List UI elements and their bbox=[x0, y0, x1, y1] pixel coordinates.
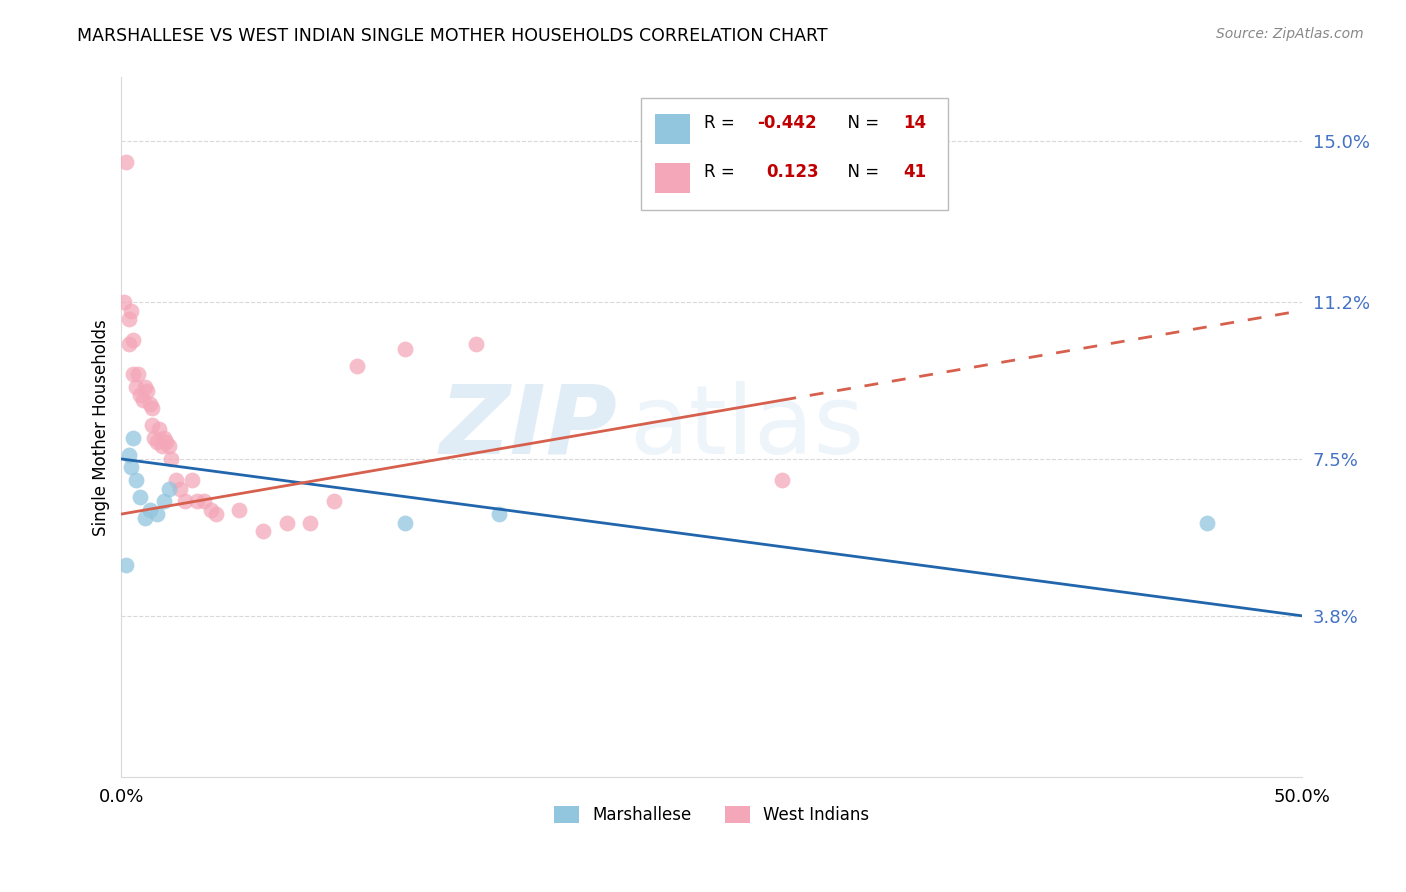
Point bbox=[205, 507, 228, 521]
Point bbox=[228, 503, 250, 517]
Text: atlas: atlas bbox=[628, 381, 865, 474]
Point bbox=[124, 380, 146, 394]
Point bbox=[120, 303, 142, 318]
Point bbox=[122, 333, 145, 347]
Point bbox=[186, 494, 208, 508]
Point bbox=[157, 482, 180, 496]
Point bbox=[134, 511, 156, 525]
Point bbox=[143, 431, 166, 445]
Point bbox=[157, 439, 180, 453]
Text: N =: N = bbox=[837, 163, 884, 181]
Text: N =: N = bbox=[837, 114, 884, 132]
Text: 14: 14 bbox=[903, 114, 927, 132]
Point bbox=[131, 392, 153, 407]
Point bbox=[129, 388, 152, 402]
Bar bbox=[655, 163, 690, 193]
Point bbox=[155, 435, 177, 450]
Point bbox=[488, 507, 510, 521]
Point bbox=[160, 452, 183, 467]
Point bbox=[276, 516, 298, 530]
Text: 41: 41 bbox=[903, 163, 927, 181]
Point bbox=[122, 367, 145, 381]
Text: R =: R = bbox=[704, 163, 745, 181]
Text: ZIP: ZIP bbox=[439, 381, 617, 474]
Point bbox=[153, 431, 176, 445]
Bar bbox=[655, 114, 690, 144]
Point bbox=[129, 490, 152, 504]
Point bbox=[115, 558, 138, 572]
Point bbox=[117, 312, 139, 326]
Point bbox=[394, 342, 416, 356]
Point bbox=[124, 473, 146, 487]
Point bbox=[165, 473, 187, 487]
Point bbox=[200, 503, 222, 517]
Point bbox=[181, 473, 204, 487]
Point bbox=[122, 431, 145, 445]
Point bbox=[112, 295, 135, 310]
Point bbox=[1197, 516, 1219, 530]
Point bbox=[346, 359, 368, 373]
Text: R =: R = bbox=[704, 114, 741, 132]
Point bbox=[770, 473, 793, 487]
Point bbox=[174, 494, 197, 508]
Point bbox=[117, 337, 139, 351]
Point bbox=[146, 435, 169, 450]
Text: Source: ZipAtlas.com: Source: ZipAtlas.com bbox=[1216, 27, 1364, 41]
Point bbox=[299, 516, 322, 530]
Legend: Marshallese, West Indians: Marshallese, West Indians bbox=[554, 806, 869, 824]
Point bbox=[464, 337, 486, 351]
Point bbox=[141, 417, 163, 432]
Y-axis label: Single Mother Households: Single Mother Households bbox=[93, 318, 110, 535]
Point bbox=[394, 516, 416, 530]
Point bbox=[169, 482, 191, 496]
Point bbox=[153, 494, 176, 508]
Point bbox=[322, 494, 344, 508]
Point bbox=[148, 422, 170, 436]
Point bbox=[139, 503, 162, 517]
Point bbox=[117, 448, 139, 462]
Point bbox=[150, 439, 173, 453]
Point bbox=[252, 524, 274, 538]
Point bbox=[127, 367, 149, 381]
Text: MARSHALLESE VS WEST INDIAN SINGLE MOTHER HOUSEHOLDS CORRELATION CHART: MARSHALLESE VS WEST INDIAN SINGLE MOTHER… bbox=[77, 27, 828, 45]
Point bbox=[134, 380, 156, 394]
Text: -0.442: -0.442 bbox=[758, 114, 817, 132]
Point bbox=[146, 507, 169, 521]
Point bbox=[139, 397, 162, 411]
Point bbox=[193, 494, 215, 508]
Text: 0.123: 0.123 bbox=[766, 163, 818, 181]
Point bbox=[120, 460, 142, 475]
Point bbox=[141, 401, 163, 415]
FancyBboxPatch shape bbox=[641, 98, 948, 211]
Point bbox=[136, 384, 159, 398]
Point bbox=[115, 155, 138, 169]
